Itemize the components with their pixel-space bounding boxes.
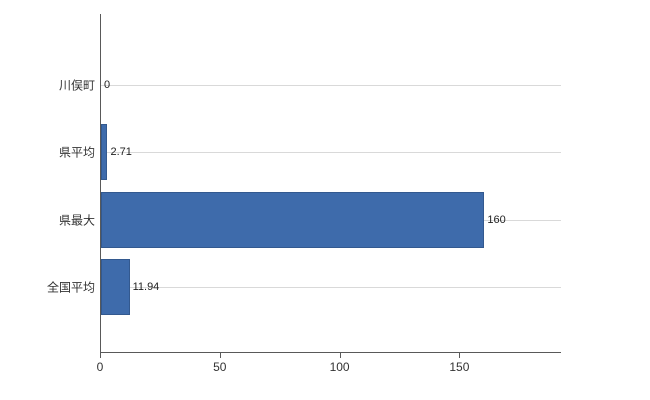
x-tick-mark — [219, 353, 221, 358]
plot-area: 0 川俣町 2.71 県平均 160 県最大 11.94 全国平均 — [47, 14, 561, 353]
bar — [101, 191, 485, 248]
category-label: 川俣町 — [58, 78, 95, 93]
category-label: 県最大 — [58, 213, 95, 228]
bar-row: 0 川俣町 — [59, 51, 561, 119]
category-label: 全国平均 — [46, 280, 95, 295]
value-label: 2.71 — [110, 146, 132, 159]
bar — [101, 124, 108, 181]
x-tick-label: 100 — [329, 360, 350, 374]
bar — [101, 259, 130, 316]
gridline — [101, 152, 561, 154]
gridline — [101, 84, 561, 86]
x-axis: 0 50 100 150 — [96, 353, 560, 383]
value-label: 11.94 — [132, 281, 160, 294]
x-tick-label: 50 — [213, 360, 227, 374]
bar-row: 160 県最大 — [59, 186, 561, 254]
gridline — [101, 287, 561, 289]
category-label: 県平均 — [58, 145, 95, 160]
value-label: 0 — [104, 78, 111, 91]
x-tick-mark — [459, 353, 461, 358]
bar-row: 11.94 全国平均 — [47, 254, 561, 322]
x-tick-mark — [339, 353, 341, 358]
bar-row: 2.71 県平均 — [59, 119, 561, 187]
x-tick-mark — [100, 353, 101, 358]
x-tick-label: 150 — [449, 360, 470, 374]
x-tick-label: 0 — [96, 360, 104, 374]
bar-rows-container: 0 川俣町 2.71 県平均 160 県最大 11.94 全国平均 — [47, 51, 561, 322]
value-label: 160 — [487, 213, 506, 226]
